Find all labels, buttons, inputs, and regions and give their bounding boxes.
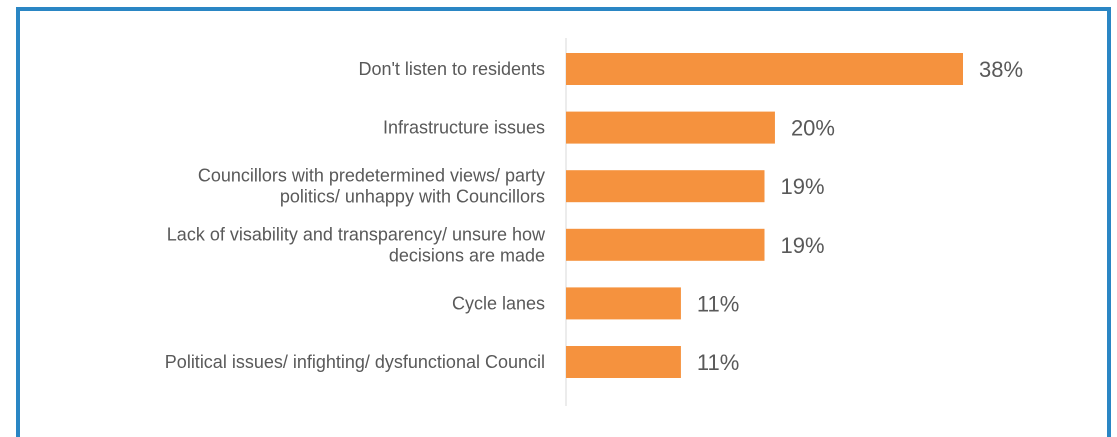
data-label-5: 11%	[697, 350, 739, 375]
data-label-4: 11%	[697, 291, 739, 316]
bar-chart: 38% Don't listen to residents 20% Infrastru…	[165, 38, 1023, 406]
data-label-0: 38%	[979, 57, 1023, 82]
category-label-line: Councillors with predetermined views/ pa…	[198, 166, 545, 186]
data-label-1: 20%	[791, 116, 835, 141]
category-label-2: Councillors with predetermined views/ pa…	[198, 166, 545, 207]
bar-5	[566, 346, 681, 378]
category-label-line: decisions are made	[389, 245, 545, 265]
category-label-4: Cycle lanes	[452, 293, 545, 313]
category-label-line: Lack of visability and transparency/ uns…	[167, 224, 546, 244]
bar-2	[566, 170, 765, 203]
category-label-line: politics/ unhappy with Councillors	[280, 187, 545, 207]
category-label-line: Infrastructure issues	[383, 118, 545, 138]
bar-4	[566, 287, 681, 320]
bar-1	[566, 111, 775, 144]
category-label-3: Lack of visability and transparency/ uns…	[167, 224, 546, 265]
category-label-1: Infrastructure issues	[383, 118, 545, 138]
category-label-5: Political issues/ infighting/ dysfunctio…	[165, 352, 545, 372]
category-label-0: Don't listen to residents	[358, 59, 545, 79]
bar-0	[566, 53, 963, 85]
category-label-line: Political issues/ infighting/ dysfunctio…	[165, 352, 545, 372]
bar-3	[566, 228, 765, 261]
data-label-3: 19%	[781, 233, 825, 258]
category-label-line: Don't listen to residents	[358, 59, 545, 79]
category-label-line: Cycle lanes	[452, 293, 545, 313]
data-label-2: 19%	[781, 174, 825, 199]
